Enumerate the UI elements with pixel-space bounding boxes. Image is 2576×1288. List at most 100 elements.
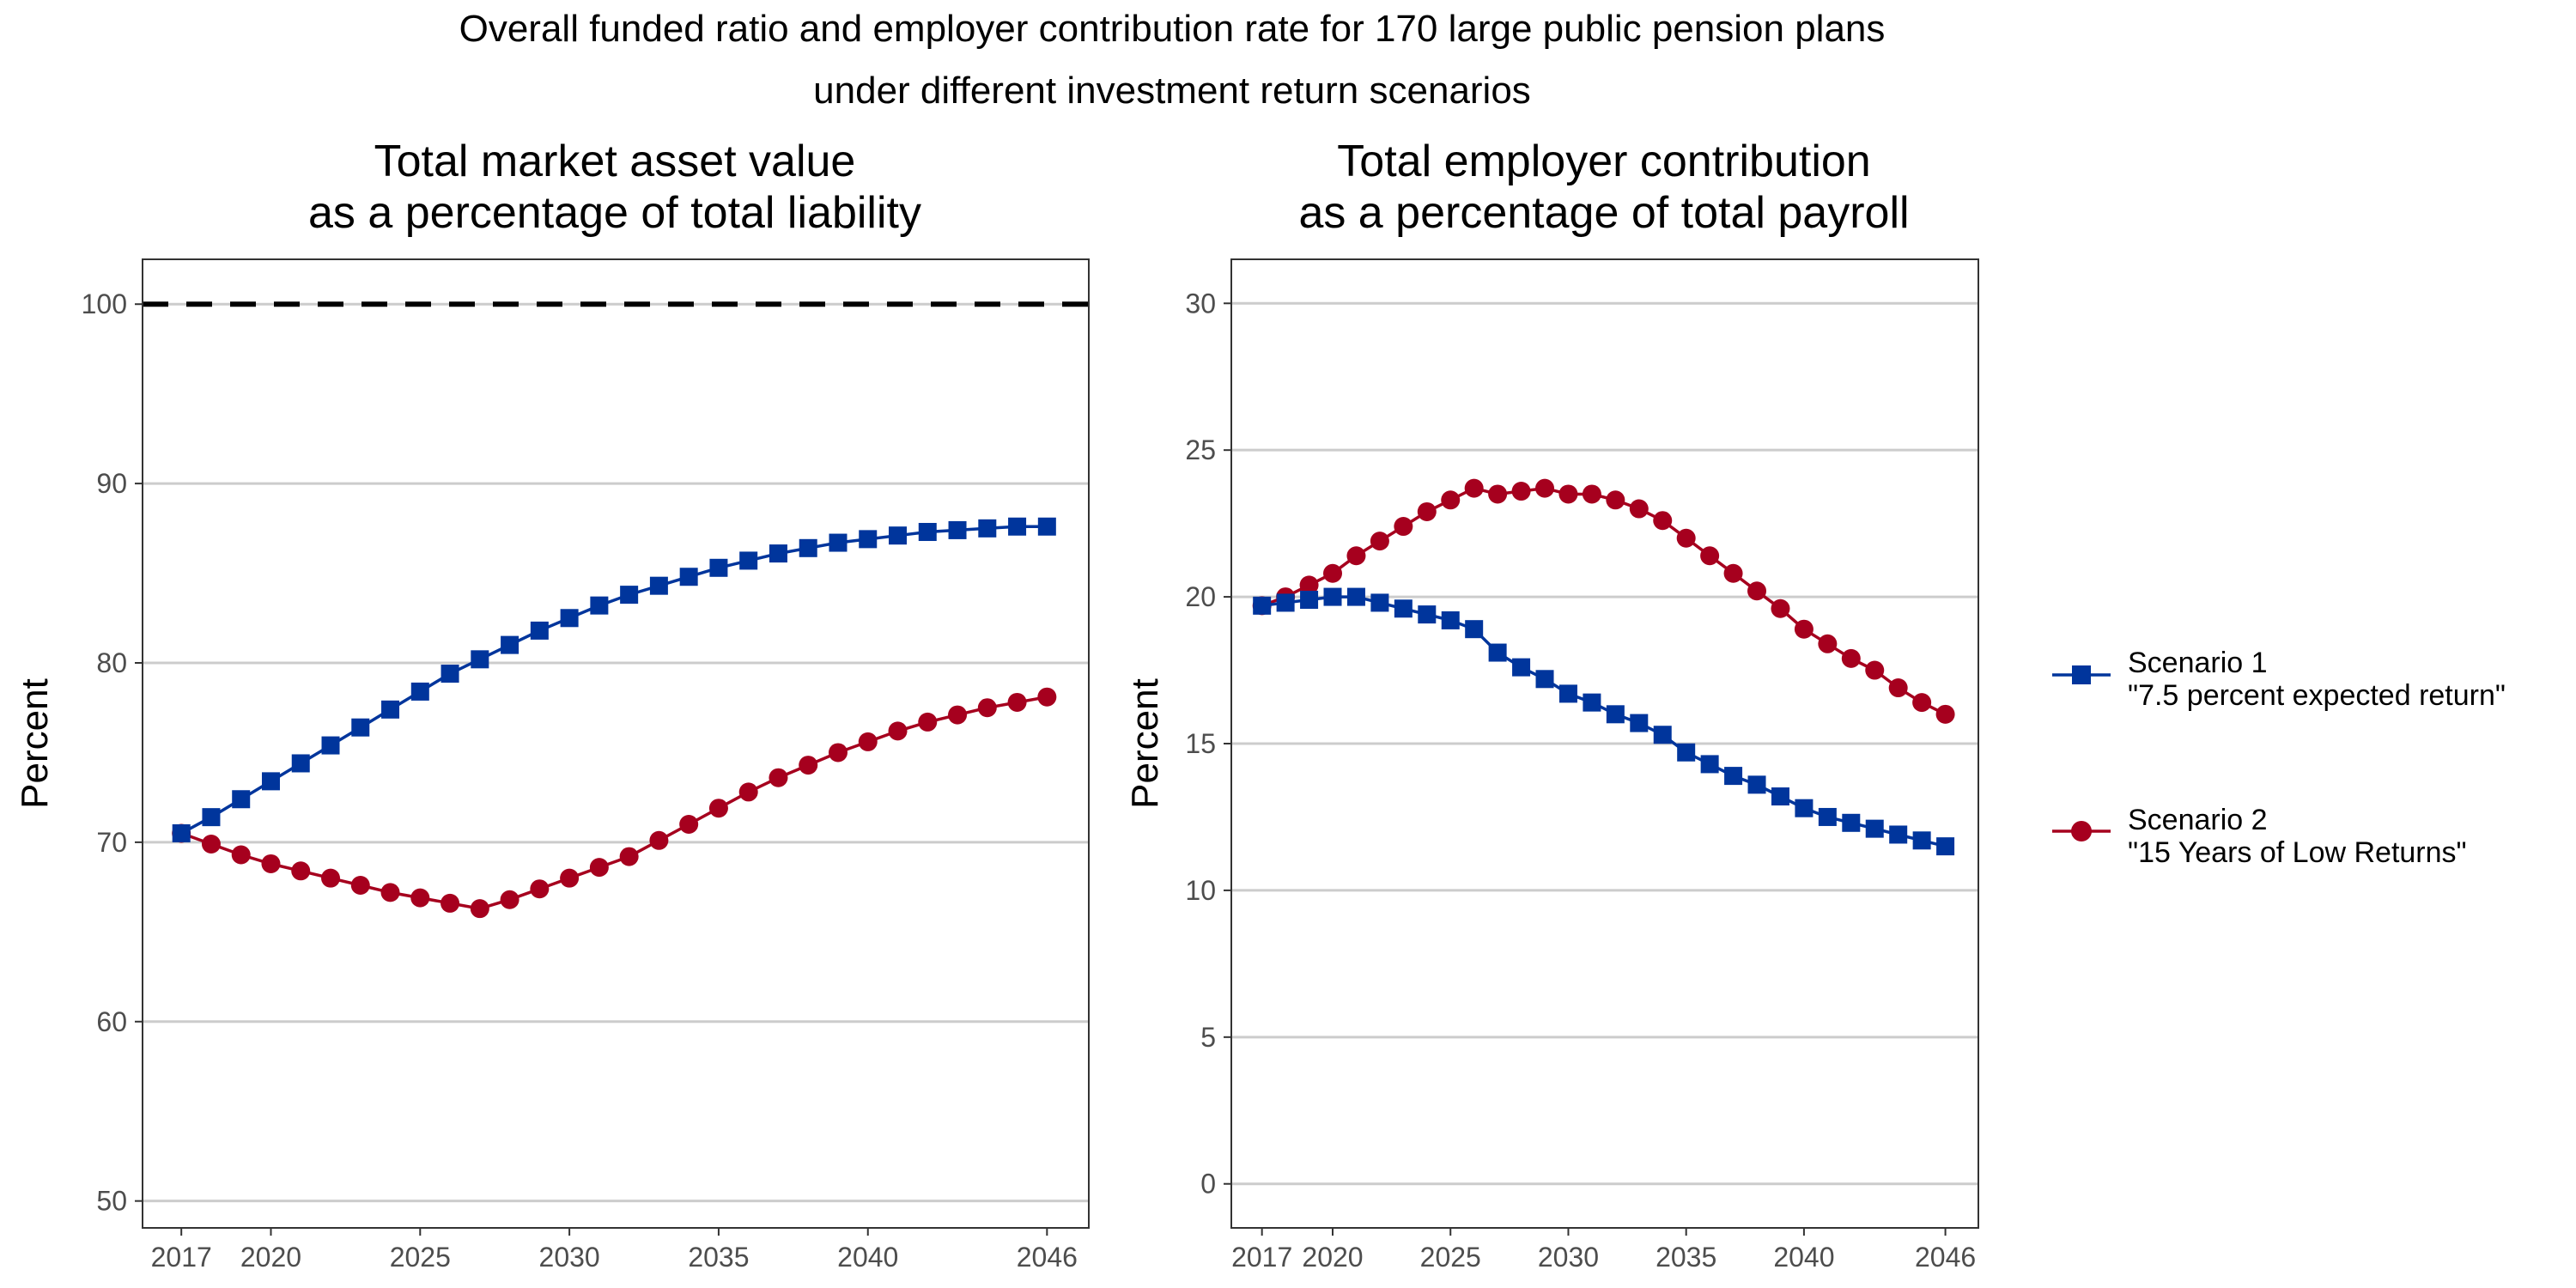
data-point-scenario-1	[829, 533, 848, 552]
data-point-scenario-1	[471, 650, 489, 669]
legend-item-scenario-1: Scenario 1 "7.5 percent expected return"	[2052, 647, 2506, 712]
data-point-scenario-1	[381, 700, 400, 719]
x-tick-label: 2046	[1017, 1242, 1078, 1273]
data-point-scenario-1	[1488, 643, 1507, 662]
data-point-scenario-2	[231, 845, 251, 865]
data-point-scenario-2	[649, 830, 669, 850]
data-point-scenario-1	[1912, 831, 1931, 850]
data-point-scenario-1	[1418, 605, 1437, 624]
data-point-scenario-1	[1535, 670, 1554, 689]
data-point-scenario-1	[1700, 755, 1719, 774]
y-tick-label: 15	[1185, 728, 1216, 759]
data-point-scenario-1	[649, 576, 668, 595]
data-point-scenario-1	[1771, 787, 1789, 806]
data-point-scenario-1	[501, 635, 519, 654]
data-point-scenario-2	[738, 782, 758, 802]
data-point-scenario-2	[1037, 687, 1057, 707]
data-point-scenario-1	[321, 736, 340, 755]
y-tick-label: 50	[96, 1186, 127, 1217]
data-point-scenario-1	[1465, 620, 1484, 639]
data-point-scenario-1	[1276, 593, 1295, 612]
data-point-scenario-1	[1008, 517, 1027, 536]
y-axis-label: Percent	[14, 678, 56, 809]
data-point-scenario-2	[470, 899, 489, 919]
data-point-scenario-1	[172, 823, 191, 842]
legend-label-line1: Scenario 1	[2128, 647, 2268, 679]
data-point-scenario-1	[232, 790, 251, 809]
plot-border	[1230, 258, 1979, 1229]
data-point-scenario-2	[1700, 546, 1720, 566]
legend-label-line2: "15 Years of Low Returns"	[2128, 836, 2467, 869]
data-point-scenario-2	[1912, 693, 1932, 713]
data-point-scenario-1	[530, 621, 549, 640]
data-point-scenario-2	[1723, 563, 1743, 583]
y-tick-label: 60	[96, 1006, 127, 1037]
data-point-scenario-2	[619, 847, 639, 866]
x-tick-label: 2020	[240, 1242, 301, 1273]
data-point-scenario-2	[888, 721, 908, 741]
legend-item-scenario-2: Scenario 2 "15 Years of Low Returns"	[2052, 804, 2467, 869]
data-point-scenario-1	[1441, 611, 1460, 629]
data-point-scenario-1	[1653, 726, 1672, 744]
data-point-scenario-2	[1771, 598, 1790, 618]
data-point-scenario-2	[1299, 575, 1319, 595]
data-point-scenario-1	[1936, 837, 1955, 856]
data-point-scenario-2	[321, 868, 341, 888]
y-tick-label: 5	[1200, 1022, 1216, 1053]
data-point-scenario-2	[1676, 528, 1696, 548]
x-tick-label: 2040	[837, 1242, 898, 1273]
data-point-scenario-1	[410, 682, 429, 701]
data-point-scenario-2	[380, 883, 400, 902]
data-point-scenario-2	[1417, 501, 1437, 521]
data-point-scenario-2	[769, 768, 788, 787]
data-point-scenario-1	[1795, 799, 1814, 817]
data-point-scenario-1	[1818, 807, 1837, 826]
data-point-scenario-1	[590, 596, 609, 615]
data-point-scenario-1	[560, 609, 579, 628]
data-point-scenario-2	[1888, 678, 1908, 698]
data-point-scenario-1	[1606, 705, 1625, 724]
y-tick-label: 70	[96, 827, 127, 858]
data-point-scenario-1	[1300, 591, 1319, 610]
legend-label-line1: Scenario 2	[2128, 804, 2268, 836]
figure-title-line1: Overall funded ratio and employer contri…	[459, 8, 1886, 50]
x-tick-label: 2046	[1915, 1242, 1976, 1273]
data-point-scenario-1	[978, 519, 997, 538]
data-point-scenario-1	[769, 544, 787, 563]
data-point-scenario-2	[1629, 499, 1649, 519]
legend-label-line2: "7.5 percent expected return"	[2128, 679, 2506, 712]
data-point-scenario-2	[530, 879, 550, 899]
data-point-scenario-2	[1488, 484, 1508, 504]
data-point-scenario-2	[560, 868, 580, 888]
data-point-scenario-1	[1842, 813, 1861, 832]
data-point-scenario-2	[589, 858, 609, 878]
funded-ratio-panel: Total market asset value as a percentage…	[14, 137, 1090, 1273]
data-point-scenario-1	[679, 568, 698, 586]
x-tick-label: 2017	[1231, 1242, 1292, 1273]
data-point-scenario-2	[977, 698, 997, 718]
data-point-scenario-2	[1606, 490, 1625, 510]
data-point-scenario-2	[1370, 532, 1389, 551]
data-point-scenario-2	[1865, 660, 1885, 680]
data-point-scenario-2	[291, 861, 311, 881]
data-point-scenario-1	[1394, 599, 1413, 618]
x-tick-label: 2030	[1538, 1242, 1599, 1273]
legend: Scenario 1 "7.5 percent expected return"…	[2052, 647, 2506, 869]
data-point-scenario-1	[859, 530, 878, 549]
data-point-scenario-2	[948, 705, 968, 725]
data-point-scenario-2	[440, 893, 460, 913]
data-point-scenario-1	[889, 526, 908, 545]
data-point-scenario-1	[440, 665, 459, 683]
panel-title-line2: as a percentage of total liability	[308, 188, 921, 238]
y-tick-label: 0	[1200, 1169, 1216, 1200]
data-point-scenario-2	[1558, 484, 1578, 504]
data-point-scenario-1	[1370, 593, 1389, 612]
data-point-scenario-1	[948, 520, 967, 539]
x-tick-label: 2035	[688, 1242, 749, 1273]
data-point-scenario-2	[261, 854, 281, 873]
x-tick-label: 2017	[151, 1242, 212, 1273]
x-tick-label: 2030	[539, 1242, 600, 1273]
figure-title-line2: under different investment return scenar…	[813, 70, 1531, 112]
data-point-scenario-1	[1630, 714, 1649, 732]
